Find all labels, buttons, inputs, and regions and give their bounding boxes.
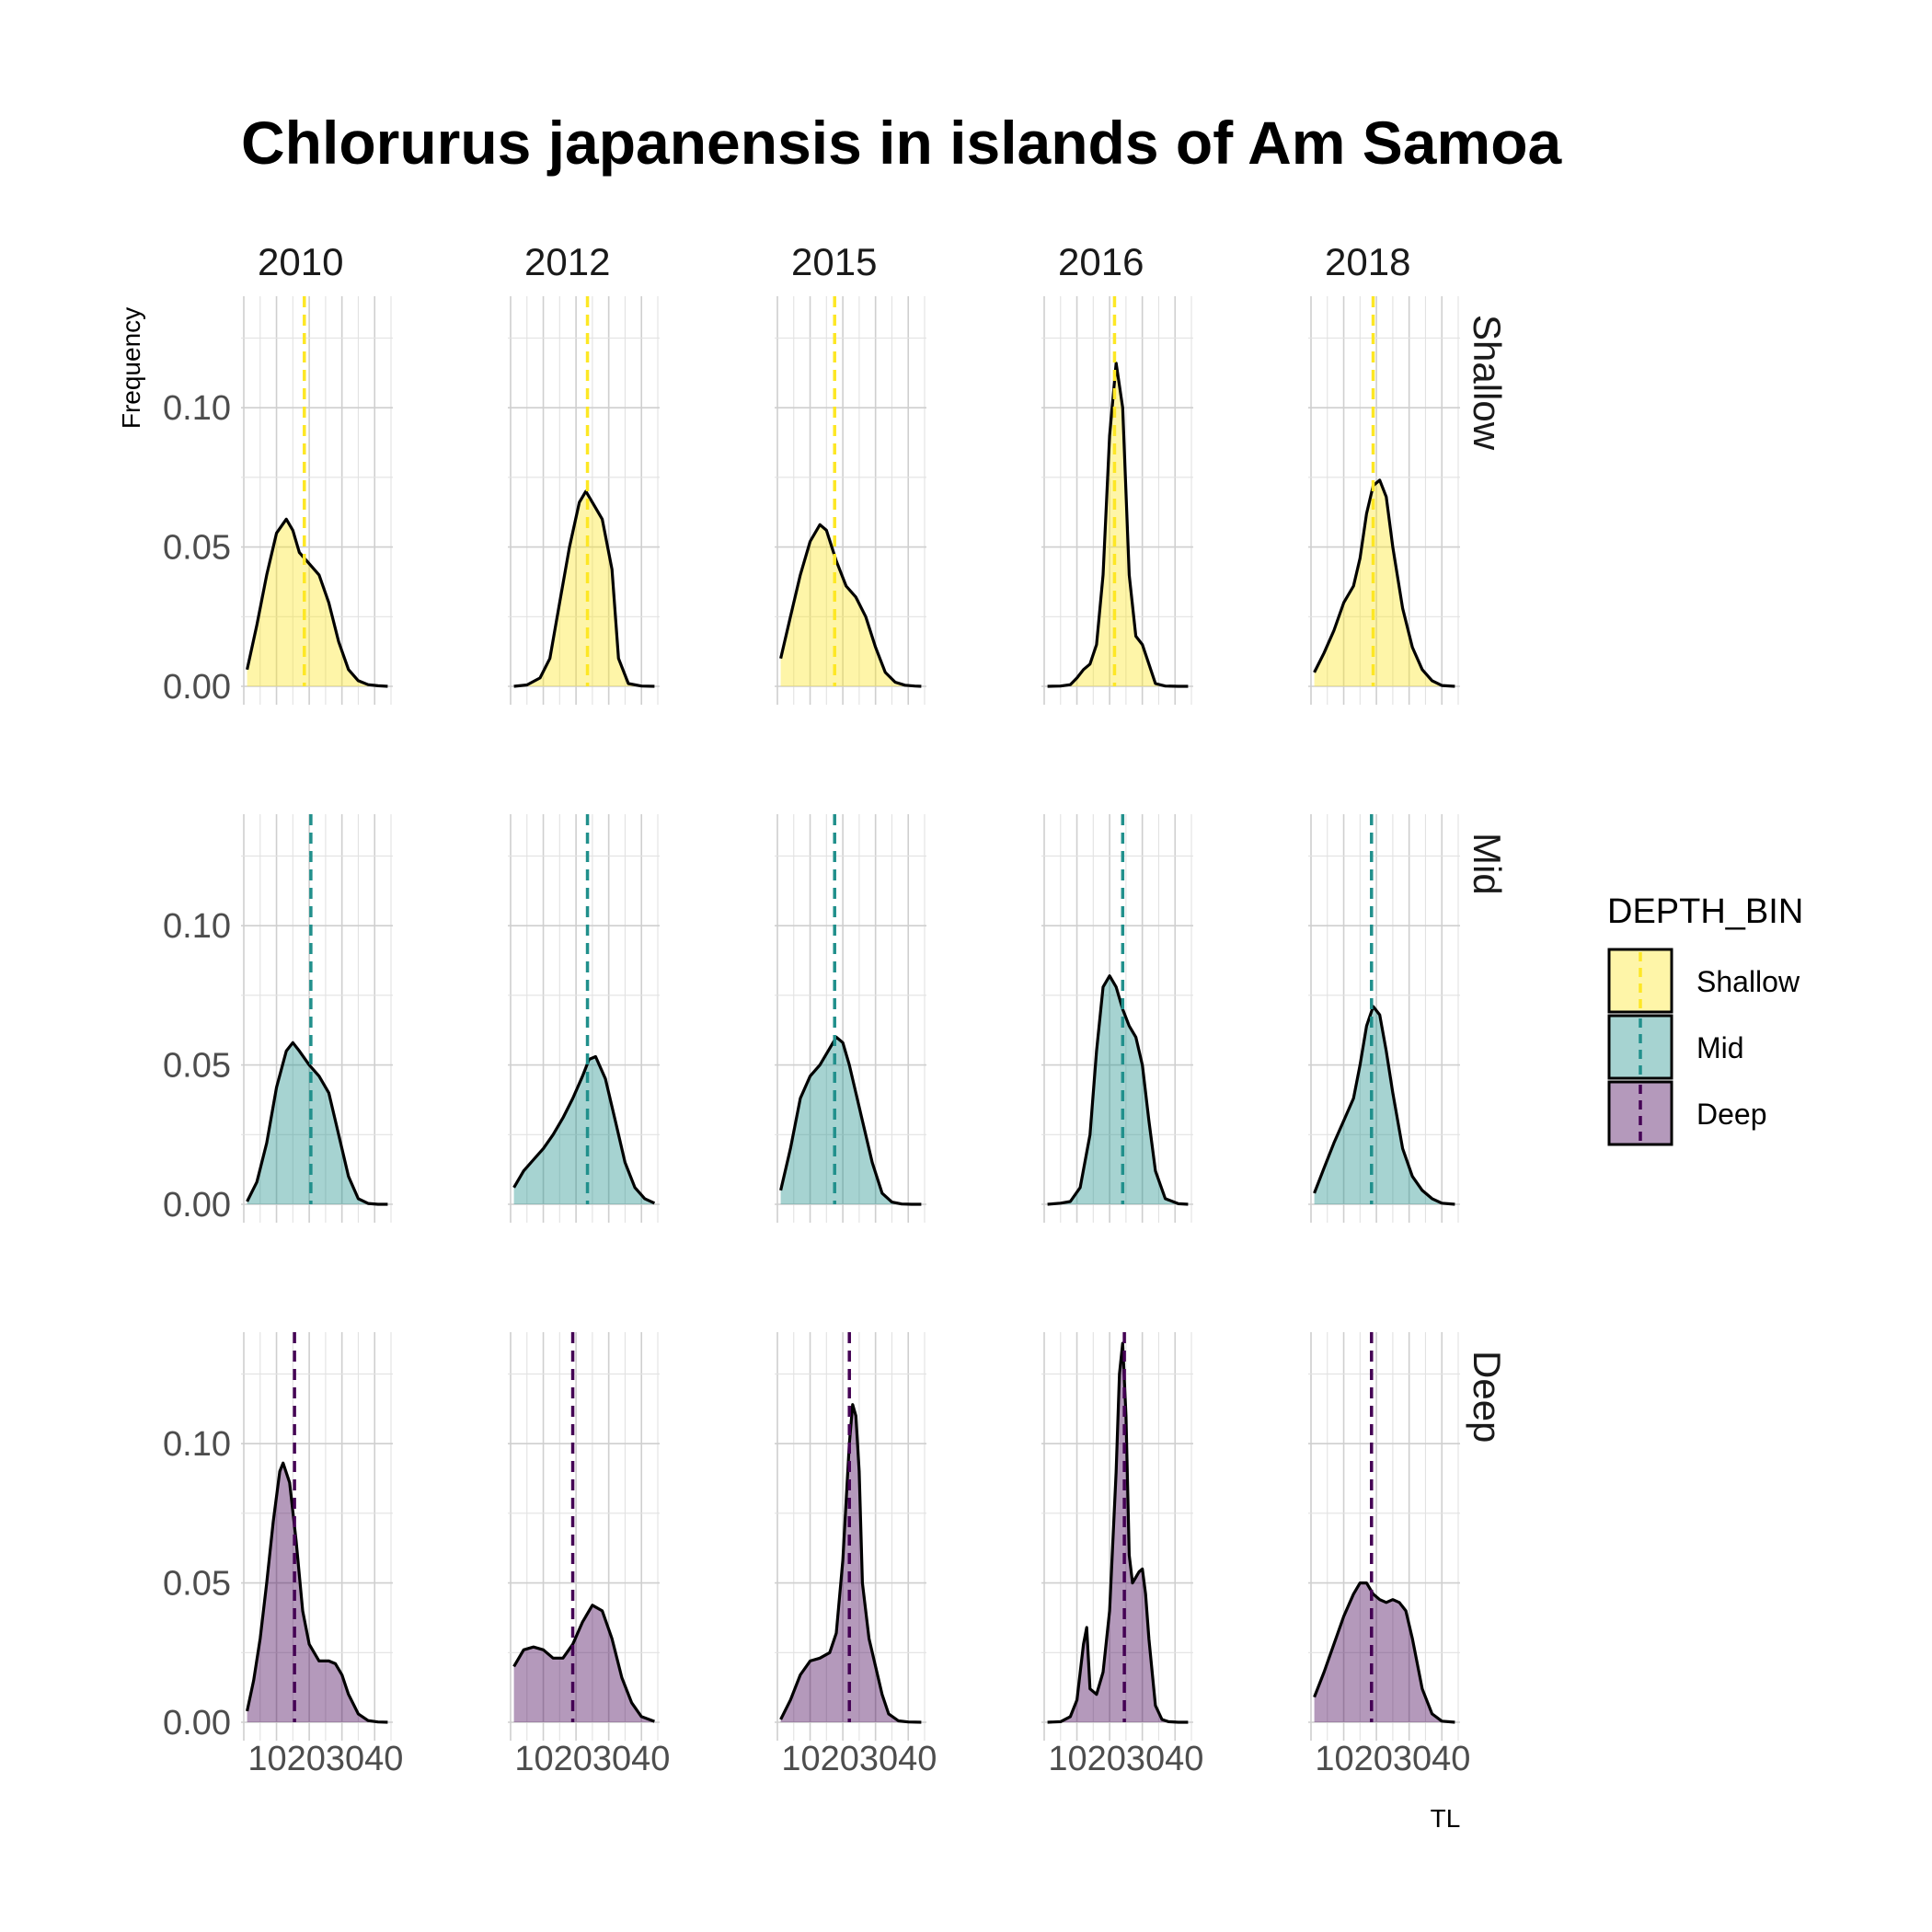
- density-curve: [1313, 478, 1455, 688]
- panel-2010-shallow: [241, 296, 393, 705]
- y-tick-label: 0.10: [163, 389, 231, 428]
- x-tick-label: 10203040: [247, 1740, 403, 1778]
- panel-2015-deep: [775, 1332, 926, 1741]
- panel-2015-shallow: [775, 296, 926, 705]
- density-area: [247, 1042, 388, 1204]
- x-tick-label: 10203040: [514, 1740, 670, 1778]
- panel-2010-deep: [241, 1332, 393, 1741]
- legend: DEPTH_BIN Shallow Mid Deep: [1607, 892, 1803, 1146]
- panel-2018-shallow: [1308, 296, 1460, 705]
- strip-label-2012: 2012: [524, 240, 610, 283]
- density-curve: [246, 517, 388, 688]
- density-curve: [1047, 974, 1189, 1206]
- legend-label: Shallow: [1696, 965, 1800, 998]
- density-curve: [779, 523, 922, 688]
- strip-label-2018: 2018: [1325, 240, 1410, 283]
- strip-label-deep: Deep: [1466, 1351, 1509, 1443]
- x-tick-label: 10203040: [781, 1740, 937, 1778]
- density-curve: [1313, 1005, 1455, 1206]
- y-tick-label: 0.05: [163, 1565, 231, 1604]
- density-curve: [779, 1403, 922, 1724]
- density-curve: [513, 489, 655, 688]
- x-tick-label: 10203040: [1315, 1740, 1470, 1778]
- chart-title: Chlorurus japanensis in islands of Am Sa…: [241, 109, 1563, 177]
- panel-2012-mid: [508, 814, 660, 1223]
- density-curve: [246, 1461, 388, 1724]
- strip-label-mid: Mid: [1466, 833, 1509, 895]
- y-tick-label: 0.10: [163, 907, 231, 946]
- legend-keys: Shallow Mid Deep: [1607, 948, 1800, 1146]
- panel-2016-shallow: [1041, 296, 1193, 705]
- strip-label-2010: 2010: [258, 240, 343, 283]
- y-tick-label: 0.00: [163, 668, 231, 707]
- density-area: [780, 524, 922, 686]
- density-area: [1314, 479, 1455, 686]
- density-area: [1314, 1006, 1455, 1204]
- legend-key-deep: Deep: [1607, 1080, 1767, 1146]
- density-area: [1047, 975, 1189, 1204]
- y-tick-label: 0.05: [163, 1047, 231, 1086]
- density-area: [1314, 1582, 1455, 1722]
- legend-key-shallow: Shallow: [1607, 948, 1800, 1014]
- density-area: [513, 1056, 655, 1204]
- panel-2016-mid: [1041, 814, 1193, 1223]
- panel-2015-mid: [775, 814, 926, 1223]
- y-tick-label: 0.00: [163, 1704, 231, 1742]
- legend-key-mid: Mid: [1607, 1014, 1744, 1080]
- density-area: [247, 519, 388, 686]
- density-area: [513, 491, 655, 686]
- strip-label-shallow: Shallow: [1466, 315, 1509, 451]
- panel-2012-shallow: [508, 296, 660, 705]
- x-axis-title: TL: [1431, 1804, 1461, 1833]
- density-curve: [1047, 362, 1189, 688]
- panel-2012-deep: [508, 1332, 660, 1741]
- density-area: [1047, 362, 1189, 686]
- y-tick-label: 0.00: [163, 1186, 231, 1225]
- panel-2016-deep: [1041, 1332, 1193, 1741]
- legend-label: Mid: [1696, 1031, 1744, 1064]
- density-area: [780, 1037, 922, 1204]
- legend-title: DEPTH_BIN: [1607, 892, 1803, 931]
- legend-label: Deep: [1696, 1098, 1767, 1131]
- panel-2018-deep: [1308, 1332, 1460, 1741]
- density-area: [780, 1404, 922, 1722]
- panel-2018-mid: [1308, 814, 1460, 1223]
- density-curve: [512, 1054, 656, 1205]
- x-tick-label: 10203040: [1048, 1740, 1203, 1778]
- facet-panels: 0.00 0.05 0.10 0.00 0.05 0.10 0.00 0.05 0.10 1020…: [163, 240, 1509, 1778]
- density-curve: [246, 1041, 388, 1206]
- y-tick-label: 0.10: [163, 1425, 231, 1464]
- panel-2010-mid: [241, 814, 393, 1223]
- strip-label-2015: 2015: [791, 240, 877, 283]
- density-area: [513, 1604, 655, 1722]
- strip-label-2016: 2016: [1058, 240, 1144, 283]
- density-area: [247, 1463, 388, 1722]
- density-area: [1047, 1343, 1189, 1722]
- density-curve: [779, 1035, 922, 1206]
- y-tick-label: 0.05: [163, 529, 231, 568]
- density-curve: [512, 1604, 655, 1723]
- density-curve: [1313, 1581, 1455, 1724]
- y-axis-title: Frequency: [117, 307, 145, 429]
